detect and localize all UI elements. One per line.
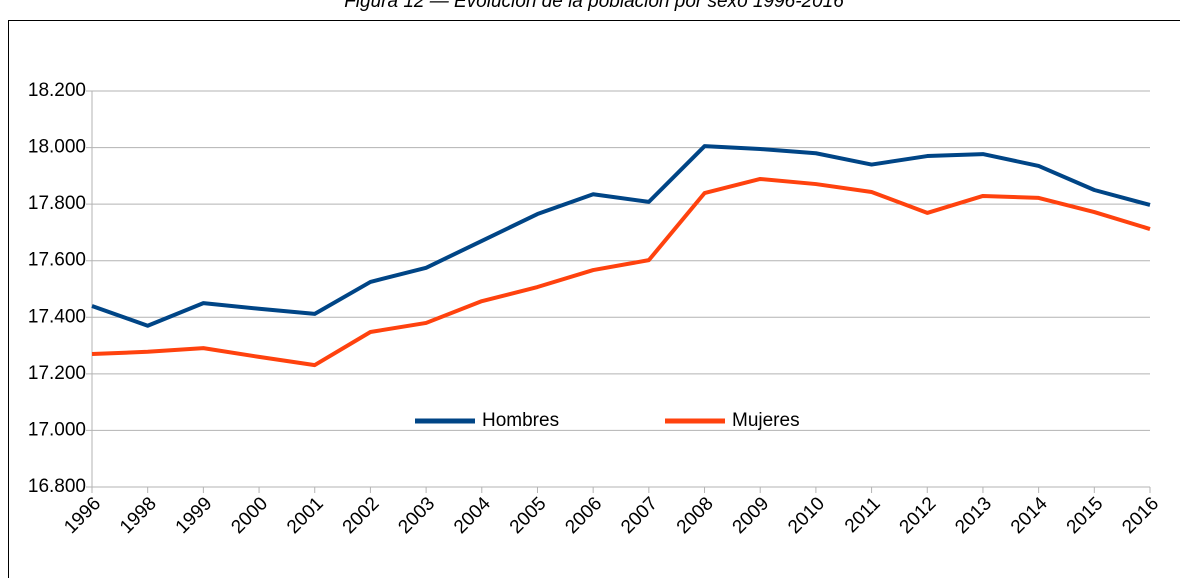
y-tick-label: 17.800 bbox=[28, 193, 86, 214]
y-tick-label: 18.000 bbox=[28, 137, 86, 158]
x-tick-label: 2005 bbox=[506, 493, 551, 538]
x-tick-label: 1996 bbox=[60, 493, 105, 538]
x-tick-label: 2015 bbox=[1063, 493, 1108, 538]
data-line bbox=[92, 146, 1150, 326]
y-tick-label: 17.000 bbox=[28, 419, 86, 440]
y-tick-label: 16.800 bbox=[28, 476, 86, 497]
x-tick-label: 2001 bbox=[283, 493, 328, 538]
x-tick-label: 2016 bbox=[1118, 493, 1163, 538]
data-line bbox=[92, 179, 1150, 365]
x-tick-label: 2002 bbox=[339, 493, 384, 538]
x-tick-label: 2013 bbox=[951, 493, 996, 538]
x-tick-label: 2007 bbox=[617, 493, 662, 538]
x-tick-label: 2006 bbox=[561, 493, 606, 538]
x-tick-label: 2010 bbox=[784, 493, 829, 538]
x-tick-label: 2014 bbox=[1007, 493, 1052, 538]
x-tick-label: 2004 bbox=[450, 493, 495, 538]
y-tick-label: 17.400 bbox=[28, 306, 86, 327]
x-tick-label: 2008 bbox=[673, 493, 718, 538]
x-tick-label: 2009 bbox=[729, 493, 774, 538]
y-tick-label: 17.600 bbox=[28, 250, 86, 271]
y-tick-label: 18.200 bbox=[28, 80, 86, 101]
x-tick-label: 1998 bbox=[116, 493, 161, 538]
x-tick-label: 1999 bbox=[172, 493, 217, 538]
x-tick-label: 2000 bbox=[227, 493, 272, 538]
y-tick-label: 17.200 bbox=[28, 363, 86, 384]
x-tick-label: 2011 bbox=[841, 493, 885, 537]
x-tick-label: 2003 bbox=[394, 493, 439, 538]
chart-frame bbox=[9, 21, 1180, 579]
chart-title: Figura 12 — Evolución de la población po… bbox=[344, 0, 844, 12]
legend-label: Mujeres bbox=[732, 410, 800, 431]
legend-label: Hombres bbox=[482, 410, 559, 431]
x-tick-label: 2012 bbox=[896, 493, 941, 538]
